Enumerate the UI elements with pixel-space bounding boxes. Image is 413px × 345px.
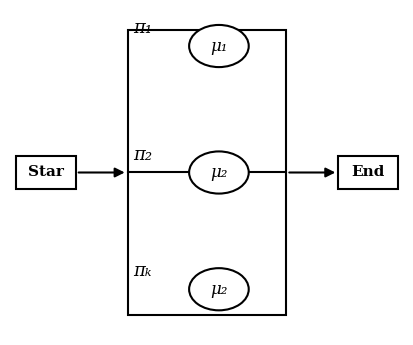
Ellipse shape	[189, 268, 248, 310]
Text: μ₁: μ₁	[210, 38, 227, 55]
Text: End: End	[350, 166, 384, 179]
Text: Star: Star	[28, 166, 64, 179]
Text: μ₂: μ₂	[210, 281, 227, 298]
Ellipse shape	[189, 151, 248, 194]
Text: π₂: π₂	[133, 146, 152, 164]
Ellipse shape	[189, 25, 248, 67]
Text: πₖ: πₖ	[133, 263, 152, 280]
Bar	[127, 30, 286, 315]
Bar	[337, 156, 397, 189]
Bar	[16, 156, 76, 189]
Text: μ₂: μ₂	[210, 164, 227, 181]
Text: π₁: π₁	[133, 19, 152, 37]
